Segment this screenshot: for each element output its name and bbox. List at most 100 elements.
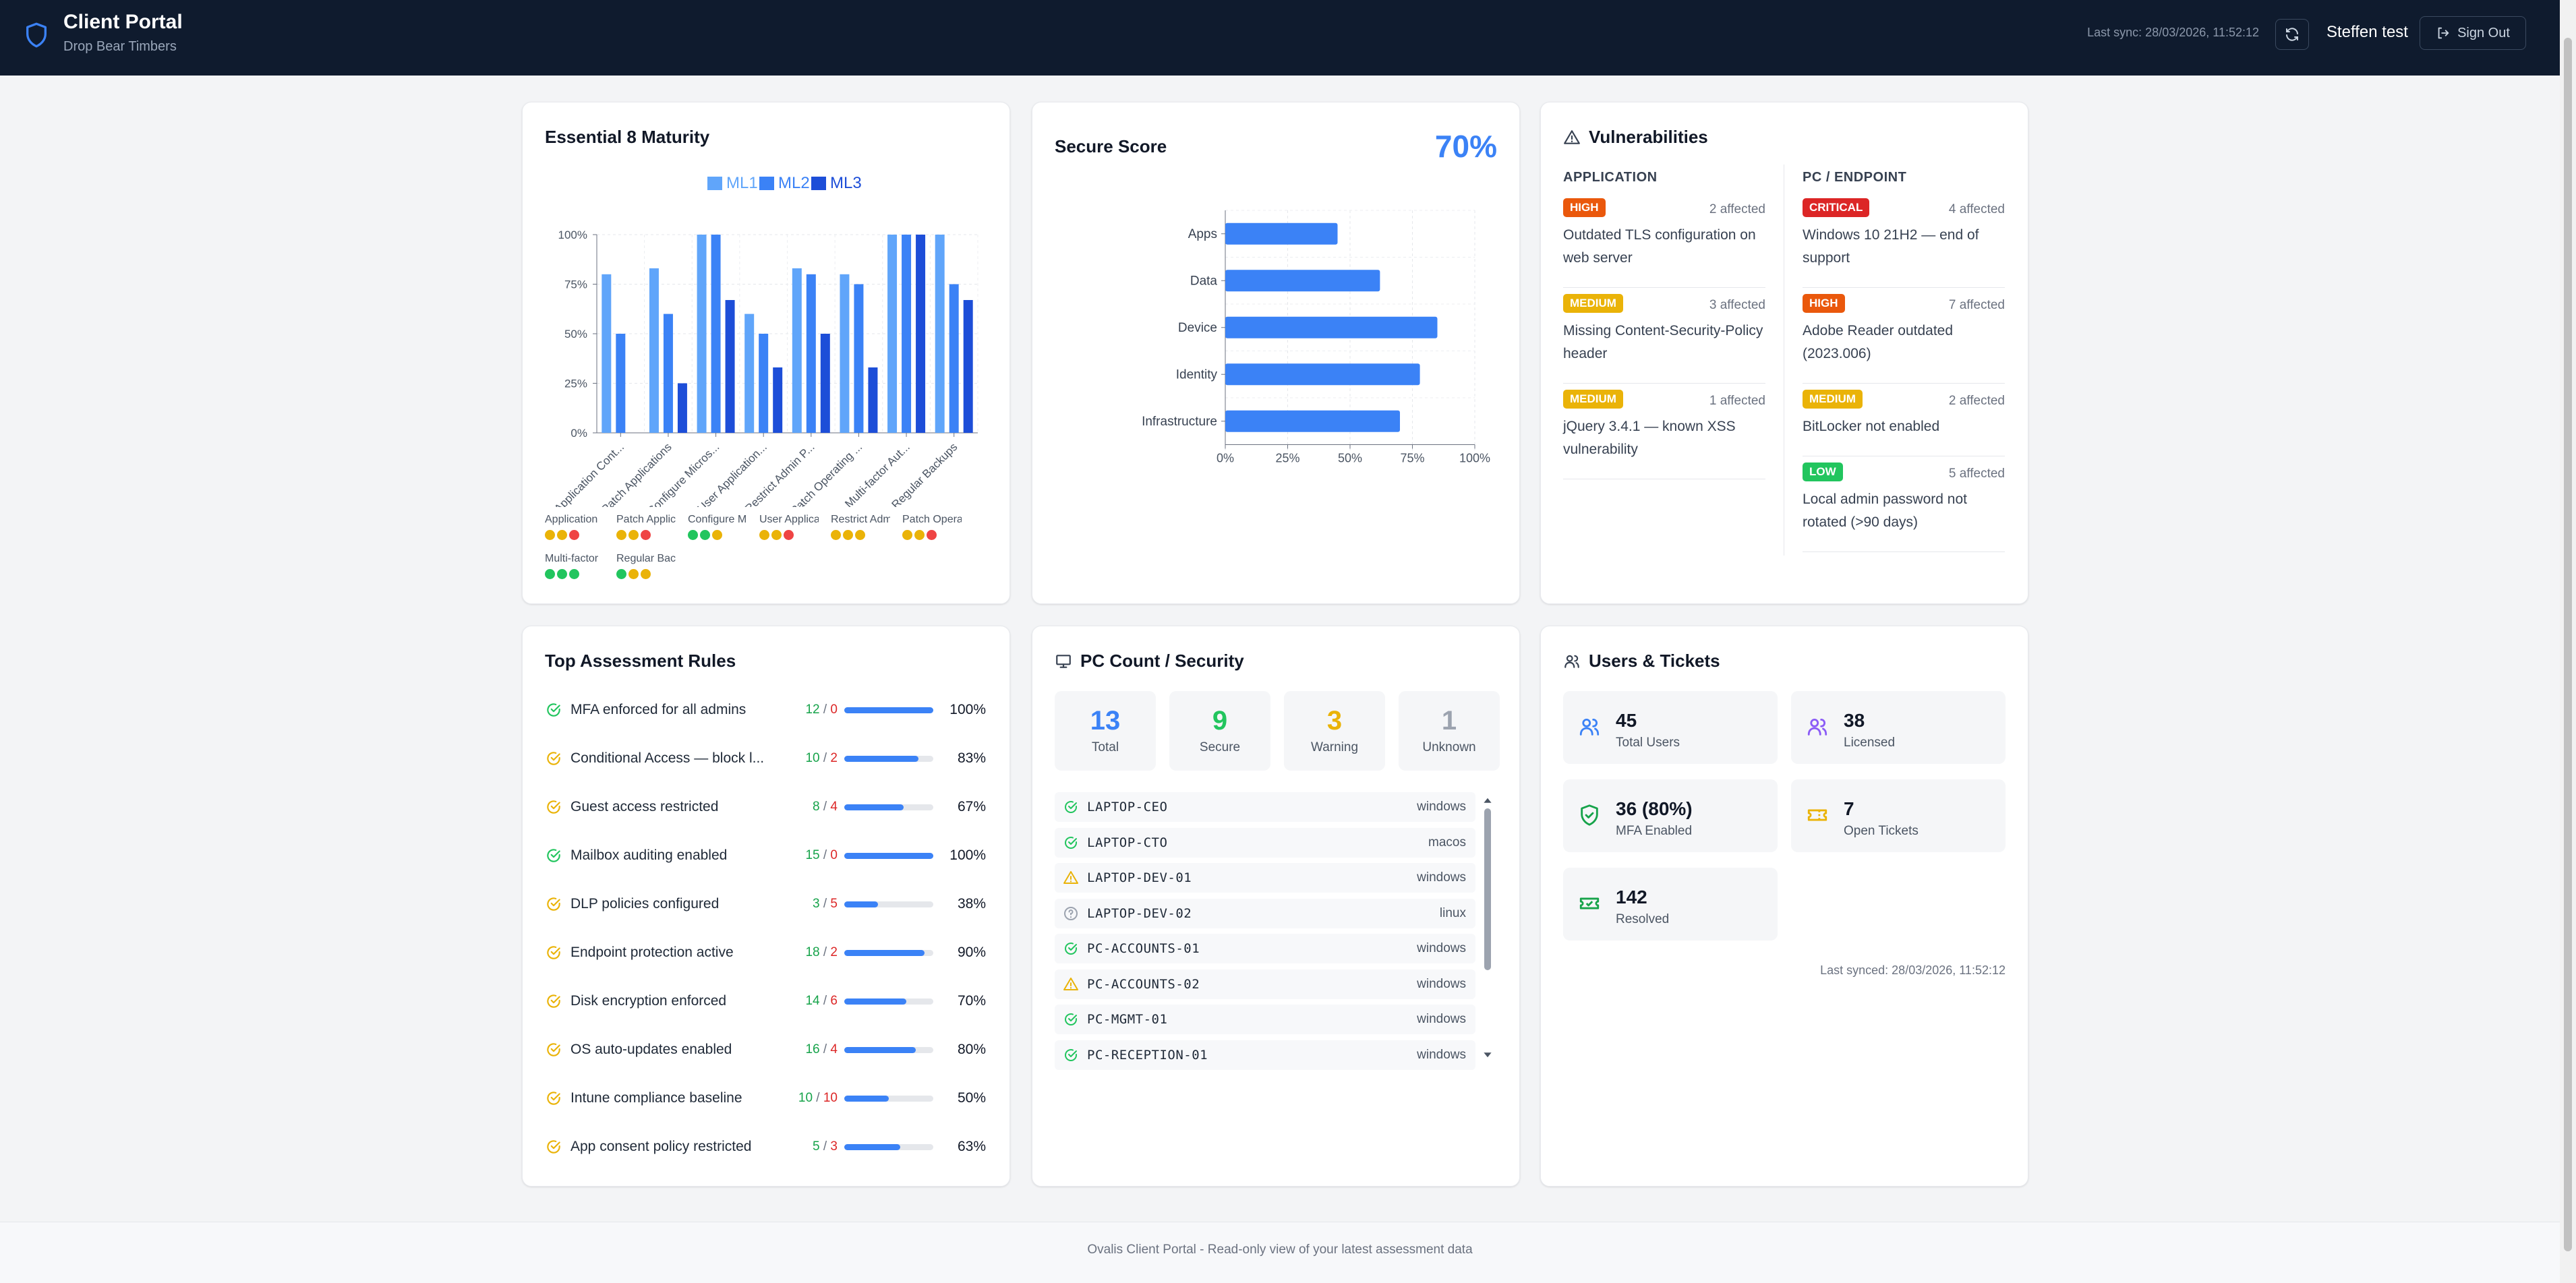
e8-bar-ml3[interactable] [821,334,830,433]
vulnerability-item[interactable]: HIGH 7 affected Adobe Reader outdated (202… [1803,294,2005,365]
pc-list-scrollbar-thumb[interactable] [1484,808,1491,970]
e8-mini-item[interactable]: Patch Operat [902,514,974,540]
scroll-up-arrow-icon[interactable] [1483,796,1492,806]
e8-bar-ml3[interactable] [964,300,973,433]
rule-row[interactable]: Guest access restricted 8 / 4 67% [545,794,986,820]
pc-device-name: LAPTOP-DEV-01 [1087,870,1192,885]
pc-device-row[interactable]: LAPTOP-CTO macos [1055,828,1475,858]
pc-device-name: PC-RECEPTION-01 [1087,1048,1208,1063]
maturity-dot [557,530,567,540]
e8-mini-dots [759,530,831,540]
rule-row[interactable]: Mailbox auditing enabled 15 / 0 100% [545,842,986,869]
user-stat-label: Licensed [1844,736,1895,750]
check-circle-icon [1063,1011,1079,1027]
e8-bar-ml2[interactable] [902,235,911,433]
e8-bar-ml2[interactable] [664,314,673,433]
e8-bar-ml3[interactable] [916,235,925,433]
pc-device-row[interactable]: PC-ACCOUNTS-01 windows [1055,934,1475,963]
e8-mini-item[interactable]: Restrict Adm [831,514,902,540]
rule-row[interactable]: Conditional Access — block l... 10 / 2 83% [545,745,986,772]
ss-x-tick-label: 100% [1459,452,1490,465]
last-sync-text: Last sync: 28/03/2026, 11:52:12 [2087,26,2259,40]
pc-device-row[interactable]: LAPTOP-DEV-01 windows [1055,863,1475,893]
e8-bar-ml3[interactable] [773,367,782,433]
e8-mini-item[interactable]: Regular Back [616,553,688,579]
pc-device-os: windows [1417,1012,1466,1027]
severity-badge: HIGH [1803,294,1845,313]
e8-mini-item[interactable]: Configure Mi [688,514,759,540]
rule-row[interactable]: Disk encryption enforced 14 / 6 70% [545,988,986,1015]
pc-device-row[interactable]: PC-ACCOUNTS-02 windows [1055,969,1475,999]
e8-bar-ml1[interactable] [649,268,659,433]
ss-bar[interactable] [1225,317,1438,338]
vulnerability-text: Local admin password not rotated (>90 da… [1803,488,2005,534]
vulnerability-item[interactable]: MEDIUM 3 affected Missing Content-Security… [1563,294,1765,365]
e8-mini-item[interactable]: Application [545,514,616,540]
maturity-dot [545,569,555,579]
rule-row[interactable]: MFA enforced for all admins 12 / 0 100% [545,696,986,723]
e8-legend-label[interactable]: ML2 [778,174,810,192]
rule-row[interactable]: DLP policies configured 3 / 5 38% [545,891,986,918]
e8-bar-ml2[interactable] [759,334,768,433]
rule-row[interactable]: Endpoint protection active 18 / 2 90% [545,939,986,966]
ss-bar[interactable] [1225,270,1380,291]
severity-badge: LOW [1803,463,1843,481]
pc-device-row[interactable]: PC-RECEPTION-01 windows [1055,1040,1475,1070]
ss-bar[interactable] [1225,363,1420,385]
e8-legend-label[interactable]: ML1 [726,174,758,192]
e8-bar-ml3[interactable] [726,300,735,433]
e8-legend-label[interactable]: ML3 [830,174,862,192]
vulnerability-item[interactable]: LOW 5 affected Local admin password not ro… [1803,463,2005,534]
e8-bar-ml1[interactable] [840,274,849,433]
pc-list-scrollbar[interactable] [1483,796,1492,1059]
e8-bar-ml1[interactable] [697,235,707,433]
maturity-dot [855,530,865,540]
check-circle-icon [545,798,562,816]
page-scrollbar-thumb[interactable] [2564,38,2572,1251]
e8-mini-item[interactable]: Multi-factor [545,553,616,579]
rule-progress-fill [844,853,933,859]
user-stat-tile: 7 Open Tickets [1791,779,2006,852]
maturity-dot [628,530,639,540]
e8-mini-item[interactable]: Patch Applic [616,514,688,540]
ss-category-label: Apps [1188,227,1217,241]
vulnerability-item[interactable]: MEDIUM 1 affected jQuery 3.4.1 — known XSS… [1563,390,1765,461]
e8-bar-ml1[interactable] [792,268,802,433]
pc-stat-label: Warning [1284,740,1385,755]
ss-bar[interactable] [1225,223,1338,245]
e8-bar-ml2[interactable] [807,274,816,433]
e8-bar-ml2[interactable] [711,235,721,433]
e8-bar-ml1[interactable] [744,314,754,433]
pc-device-row[interactable]: PC-MGMT-01 windows [1055,1005,1475,1034]
pc-device-row[interactable]: LAPTOP-CEO windows [1055,792,1475,822]
maturity-dot [569,569,579,579]
e8-bar-ml3[interactable] [678,384,687,434]
rule-row[interactable]: App consent policy restricted 5 / 3 63% [545,1133,986,1160]
pc-device-row[interactable]: LAPTOP-DEV-02 linux [1055,899,1475,928]
e8-legend-swatch [759,177,774,190]
vulnerability-item[interactable]: CRITICAL 4 affected Windows 10 21H2 — end … [1803,198,2005,270]
ss-bar[interactable] [1225,411,1400,432]
secure-score-card: Secure Score 70% Apps Data Device Identity I… [1032,102,1520,604]
refresh-button[interactable] [2275,19,2309,50]
essential8-card: Essential 8 Maturity 0% 25% 50% 75% 100% Appl… [522,102,1010,604]
scroll-down-arrow-icon[interactable] [1483,1050,1492,1059]
e8-mini-item[interactable]: User Applica [759,514,831,540]
e8-bar-ml1[interactable] [887,235,897,433]
e8-bar-ml1[interactable] [935,235,945,433]
e8-bar-ml2[interactable] [949,285,959,434]
pc-stat-number: 1 [1399,706,1500,736]
user-stat-number: 38 [1844,710,1865,732]
rule-pass-count: 5 [813,1139,820,1154]
rule-row[interactable]: Intune compliance baseline 10 / 10 50% [545,1085,986,1112]
e8-legend-swatch [811,177,826,190]
e8-bar-ml2[interactable] [854,285,863,434]
vulnerability-item[interactable]: MEDIUM 2 affected BitLocker not enabled [1803,390,2005,438]
rule-row[interactable]: OS auto-updates enabled 16 / 4 80% [545,1036,986,1063]
sign-out-button[interactable]: Sign Out [2420,16,2526,50]
e8-bar-ml2[interactable] [616,334,625,433]
e8-bar-ml3[interactable] [868,367,877,433]
vulnerability-item[interactable]: HIGH 2 affected Outdated TLS configuration… [1563,198,1765,270]
e8-bar-ml1[interactable] [602,274,611,433]
rule-percent: 100% [949,847,986,864]
